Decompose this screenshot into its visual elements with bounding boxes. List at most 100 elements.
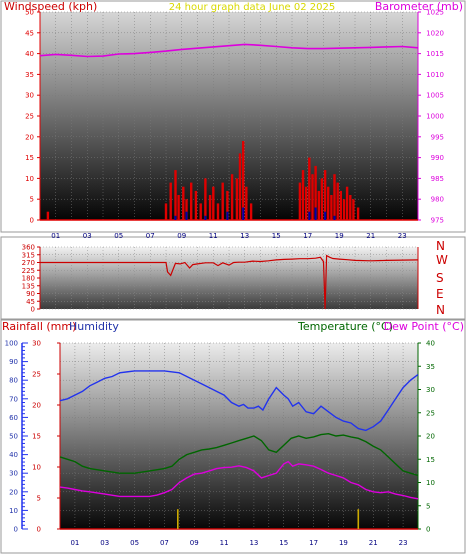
avg-wind-bar xyxy=(174,215,177,220)
wind-hour-label: 01 xyxy=(51,232,60,240)
humidity-tick-label: 100 xyxy=(5,340,18,348)
direction-tick-label: 270 xyxy=(22,259,35,267)
rainfall-axis-title: Rainfall (mm) xyxy=(2,320,76,333)
temperature-line xyxy=(59,432,419,477)
wind-bar xyxy=(164,203,168,220)
humidity-tick-label: 10 xyxy=(9,507,18,515)
humidity-tick-label: 40 xyxy=(9,451,18,459)
wind-tick-label: 20 xyxy=(25,133,34,141)
wind-hour-label: 15 xyxy=(272,232,281,240)
wind-bar xyxy=(308,157,311,220)
direction-marks xyxy=(40,254,419,310)
wind-bar xyxy=(349,195,352,220)
wind-bar xyxy=(174,170,177,220)
wind-bar xyxy=(190,182,193,220)
barometer-tick-label: 1010 xyxy=(426,71,444,79)
wind-bar xyxy=(216,203,220,220)
wind-bar xyxy=(226,190,229,220)
barometer-tick-label: 985 xyxy=(431,175,444,183)
barometer-tick-label: 980 xyxy=(431,196,444,204)
direction-tick-label: 360 xyxy=(22,244,35,252)
temperature-tick-label: 0 xyxy=(426,526,430,534)
wind-tick-label: 5 xyxy=(30,196,34,204)
wind-tick-label: 10 xyxy=(25,175,34,183)
humidity-tick-label: 90 xyxy=(9,358,18,366)
avg-wind-bar xyxy=(333,215,336,220)
wind-hour-label: 21 xyxy=(366,232,375,240)
wind-bar xyxy=(169,182,172,220)
wind-bar xyxy=(317,190,320,220)
wind-bar xyxy=(46,211,50,220)
direction-tick-label: 90 xyxy=(26,290,35,298)
wind-bar xyxy=(194,190,198,220)
rainfall-tick-label: 10 xyxy=(32,464,41,472)
barometer-tick-label: 1015 xyxy=(426,50,444,58)
compass-label-w: W xyxy=(436,253,448,267)
dewpoint-line xyxy=(59,460,419,500)
wind-bar xyxy=(342,199,346,220)
direction-tick-label: 180 xyxy=(22,275,35,283)
barometer-tick-label: 995 xyxy=(431,133,444,141)
humidity-hour-label: 03 xyxy=(100,539,109,547)
wind-bar xyxy=(298,182,302,220)
barometer-axis-title: Barometer (mb) xyxy=(375,0,463,13)
rainfall-tick-label: 30 xyxy=(32,340,41,348)
humidity-hour-label: 17 xyxy=(309,539,318,547)
wind-bar xyxy=(199,203,202,220)
wind-bar xyxy=(212,186,215,220)
wind-bar xyxy=(249,203,253,220)
wind-direction-line xyxy=(40,254,419,310)
temperature-tick-label: 20 xyxy=(426,433,435,441)
rainfall-tick-label: 0 xyxy=(37,526,41,534)
direction-tick-label: 135 xyxy=(22,282,35,290)
dewpoint-axis-title: Dew Point (°C) xyxy=(384,320,464,333)
wind-bar xyxy=(352,199,355,220)
barometer-tick-label: 990 xyxy=(431,154,444,162)
compass-label-e: E xyxy=(436,287,444,301)
rainfall-tick-label: 15 xyxy=(32,433,41,441)
wind-bar xyxy=(238,153,242,220)
wind-hour-label: 11 xyxy=(209,232,218,240)
humidity-hour-label: 11 xyxy=(220,539,229,547)
wind-bar xyxy=(339,190,342,220)
direction-grid xyxy=(39,246,419,310)
wind-bar xyxy=(230,174,234,220)
direction-tick-label: 225 xyxy=(22,267,35,275)
humidity-grid xyxy=(59,342,419,530)
wind-bar xyxy=(320,178,324,220)
compass-label-s: S xyxy=(436,271,444,285)
wind-hour-label: 03 xyxy=(83,232,92,240)
avg-wind-bar xyxy=(185,211,188,220)
barometer-tick-label: 975 xyxy=(431,217,444,225)
wind-bar xyxy=(336,182,339,220)
humidity-marks xyxy=(59,370,419,529)
humidity-tick-label: 20 xyxy=(9,488,18,496)
barometer-tick-label: 1025 xyxy=(426,9,444,17)
wind-bar xyxy=(242,141,245,220)
barometer-tick-label: 1000 xyxy=(426,113,444,121)
humidity-hour-label: 09 xyxy=(190,539,199,547)
humidity-axis-title: Humidity xyxy=(69,320,119,333)
humidity-hour-label: 15 xyxy=(279,539,288,547)
rainfall-tick-label: 25 xyxy=(32,371,41,379)
humidity-tick-label: 80 xyxy=(9,377,18,385)
humidity-line xyxy=(59,370,419,432)
wind-bar xyxy=(235,178,239,220)
graph-date-title: 24 hour graph data June 02 2025 xyxy=(169,2,335,13)
wind-bar xyxy=(356,207,360,220)
rainfall-bar xyxy=(177,509,179,529)
wind-tick-label: 0 xyxy=(30,217,34,225)
barometer-line xyxy=(39,43,419,58)
humidity-tick-label: 60 xyxy=(9,414,18,422)
wind-bar xyxy=(333,174,336,220)
wind-tick-label: 45 xyxy=(25,29,34,37)
wind-bar xyxy=(177,195,180,220)
wind-bar xyxy=(204,178,207,220)
humidity-tick-label: 0 xyxy=(14,526,18,534)
wind-marks xyxy=(39,43,419,220)
humidity-hour-label: 07 xyxy=(160,539,169,547)
wind-bar xyxy=(314,165,317,220)
humidity-tick-label: 70 xyxy=(9,395,18,403)
